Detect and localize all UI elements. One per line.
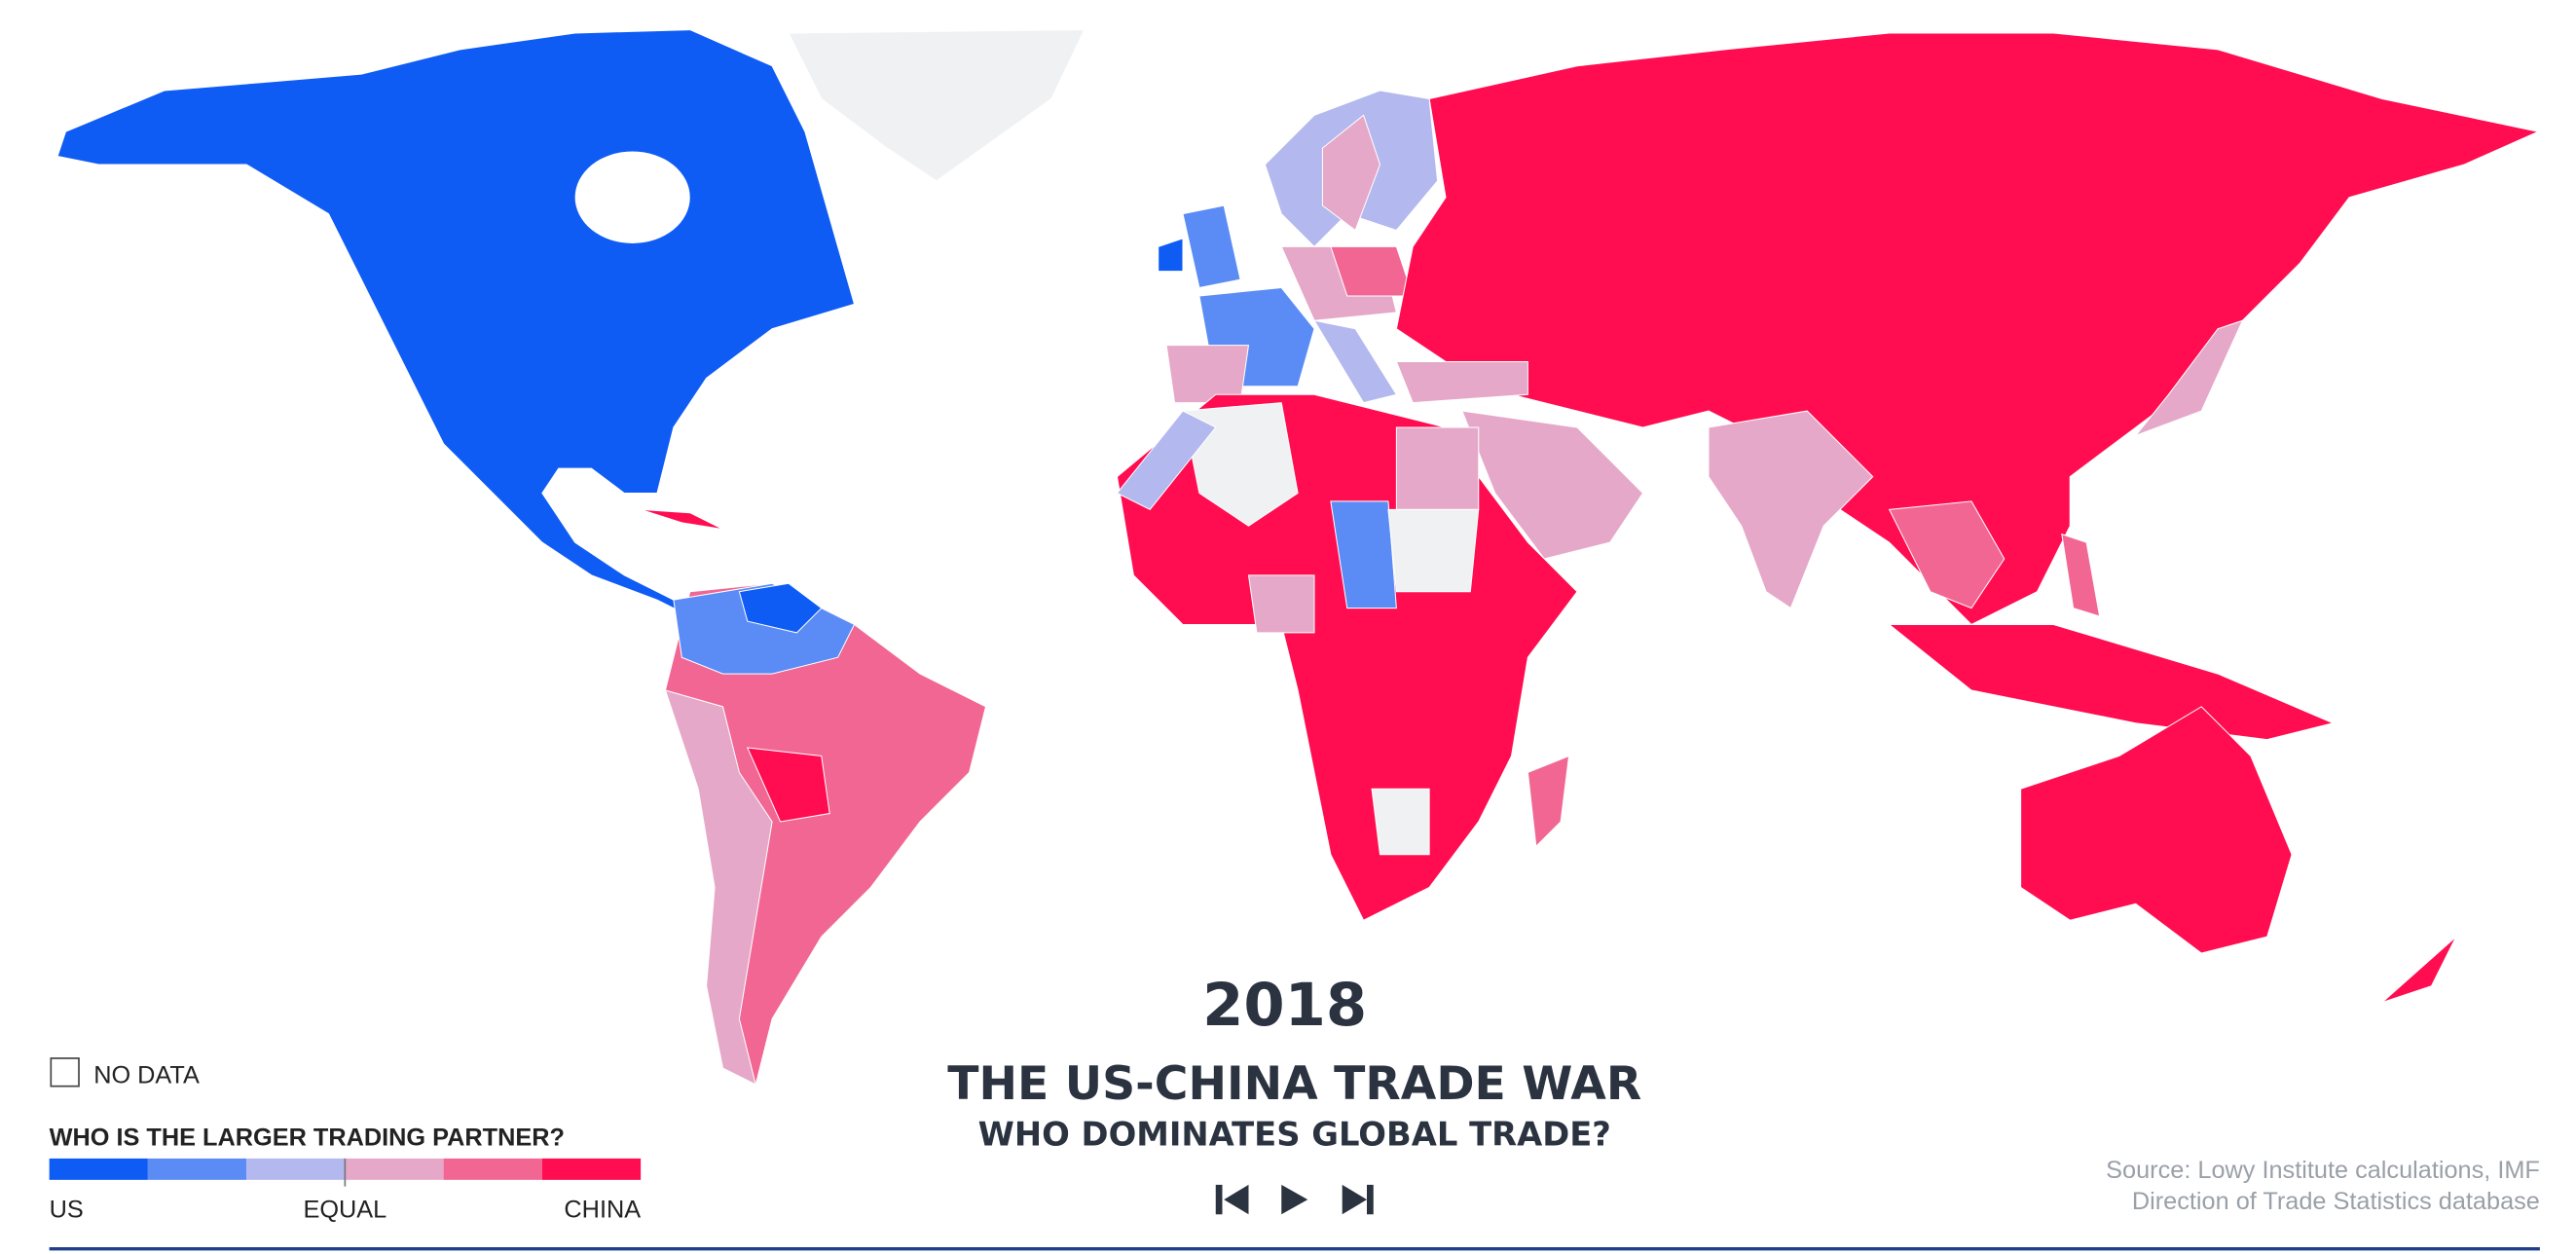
next-button[interactable] xyxy=(1342,1184,1374,1215)
philippines xyxy=(2061,533,2101,617)
legend-label: EQUAL xyxy=(303,1197,386,1224)
namibia xyxy=(1371,788,1430,856)
bolivia xyxy=(746,747,830,823)
legend-swatch xyxy=(147,1158,247,1180)
nigeria xyxy=(1247,574,1315,634)
venezuela xyxy=(738,582,823,634)
year: 2018 xyxy=(1202,972,1367,1040)
hudson-bay xyxy=(574,151,690,243)
greenland xyxy=(788,29,1086,182)
india xyxy=(1708,410,1874,609)
legend-label: US xyxy=(50,1197,84,1224)
legend-bar xyxy=(49,1158,642,1180)
southeast-asia xyxy=(1888,500,2006,609)
cuba xyxy=(640,508,723,531)
title: THE US-CHINA TRADE WAR xyxy=(947,1057,1641,1111)
andes-countries xyxy=(664,689,773,1086)
madagascar xyxy=(1527,755,1570,848)
sudan xyxy=(1387,508,1480,593)
indonesia xyxy=(1888,623,2335,741)
world-map xyxy=(56,29,2540,1086)
play-button[interactable] xyxy=(1281,1184,1308,1215)
chad xyxy=(1330,500,1397,609)
legend-swatch xyxy=(541,1158,642,1180)
north-america xyxy=(56,29,856,617)
no-data-swatch xyxy=(50,1057,80,1088)
legend-swatch xyxy=(345,1158,444,1180)
egypt xyxy=(1395,426,1480,510)
legend-label: CHINA xyxy=(564,1197,641,1224)
algeria xyxy=(1182,402,1299,527)
subtitle: WHO DOMINATES GLOBAL TRADE? xyxy=(978,1115,1611,1153)
turkey xyxy=(1395,360,1528,404)
italy xyxy=(1312,319,1398,404)
morocco xyxy=(1116,410,1217,510)
eurasia xyxy=(1395,32,2540,626)
ireland xyxy=(1158,238,1184,273)
uk xyxy=(1182,204,1241,289)
source-line: Source: Lowy Institute calculations, IMF xyxy=(2106,1157,2540,1184)
legend-swatch xyxy=(49,1158,148,1180)
progress-bar xyxy=(49,1247,2540,1251)
arabia xyxy=(1461,410,1644,560)
source-line: Direction of Trade Statistics database xyxy=(2132,1188,2540,1215)
australia xyxy=(2020,706,2293,954)
legend-swatch xyxy=(443,1158,542,1180)
new-zealand xyxy=(2381,936,2457,1004)
playback-controls xyxy=(1215,1184,1374,1215)
sweden xyxy=(1321,114,1381,232)
japan xyxy=(2134,319,2244,437)
legend-title: WHO IS THE LARGER TRADING PARTNER? xyxy=(50,1124,565,1151)
legend-swatch xyxy=(246,1158,346,1180)
previous-button[interactable] xyxy=(1215,1184,1249,1215)
no-data-label: NO DATA xyxy=(93,1061,200,1088)
